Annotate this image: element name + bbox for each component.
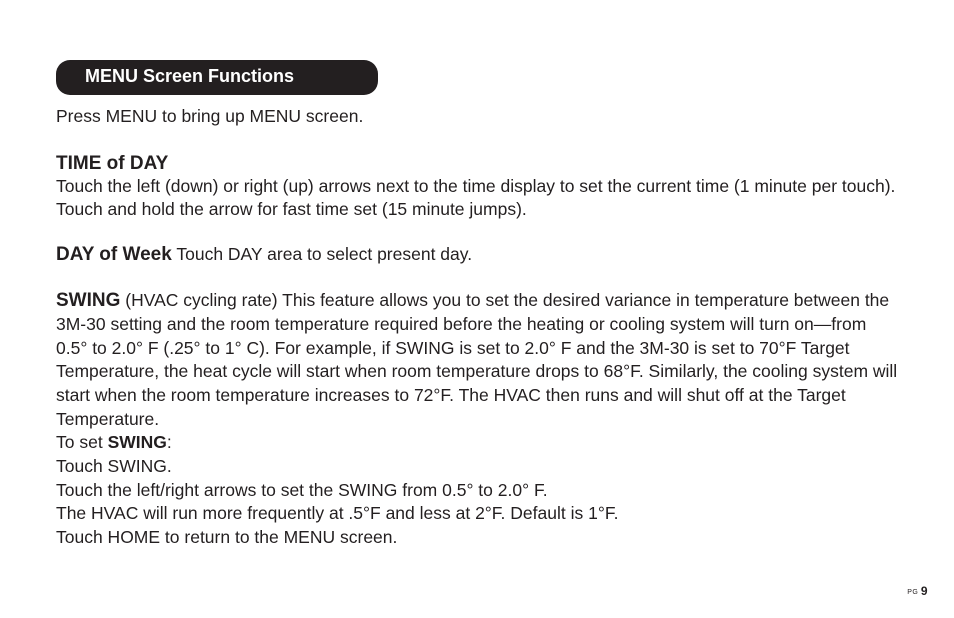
day-of-week-block: DAY of Week Touch DAY area to select pre… [56, 242, 898, 268]
page-num: 9 [921, 584, 928, 598]
swing-toset-bold: SWING [108, 432, 167, 452]
document-page: MENU Screen Functions Press MENU to brin… [0, 0, 954, 549]
time-of-day-body: Touch the left (down) or right (up) arro… [56, 175, 898, 222]
page-label: PG [907, 589, 921, 596]
swing-line-1: Touch SWING. [56, 455, 898, 479]
swing-block: SWING (HVAC cycling rate) This feature a… [56, 288, 898, 550]
swing-toset-prefix: To set [56, 432, 108, 452]
time-of-day-title: TIME of DAY [56, 153, 898, 175]
intro-text: Press MENU to bring up MENU screen. [56, 105, 898, 129]
day-of-week-title: DAY of Week [56, 244, 172, 265]
swing-line-3: The HVAC will run more frequently at .5°… [56, 502, 898, 526]
swing-line-4: Touch HOME to return to the MENU screen. [56, 526, 898, 550]
section-header-pill: MENU Screen Functions [56, 60, 378, 95]
swing-toset-line: To set SWING: [56, 431, 898, 455]
swing-title: SWING [56, 290, 120, 311]
swing-line-2: Touch the left/right arrows to set the S… [56, 479, 898, 503]
page-number: PG 9 [907, 584, 928, 598]
swing-body: (HVAC cycling rate) This feature allows … [56, 290, 897, 429]
time-of-day-block: TIME of DAY Touch the left (down) or rig… [56, 153, 898, 222]
swing-toset-suffix: : [167, 432, 172, 452]
day-of-week-body: Touch DAY area to select present day. [172, 244, 472, 264]
